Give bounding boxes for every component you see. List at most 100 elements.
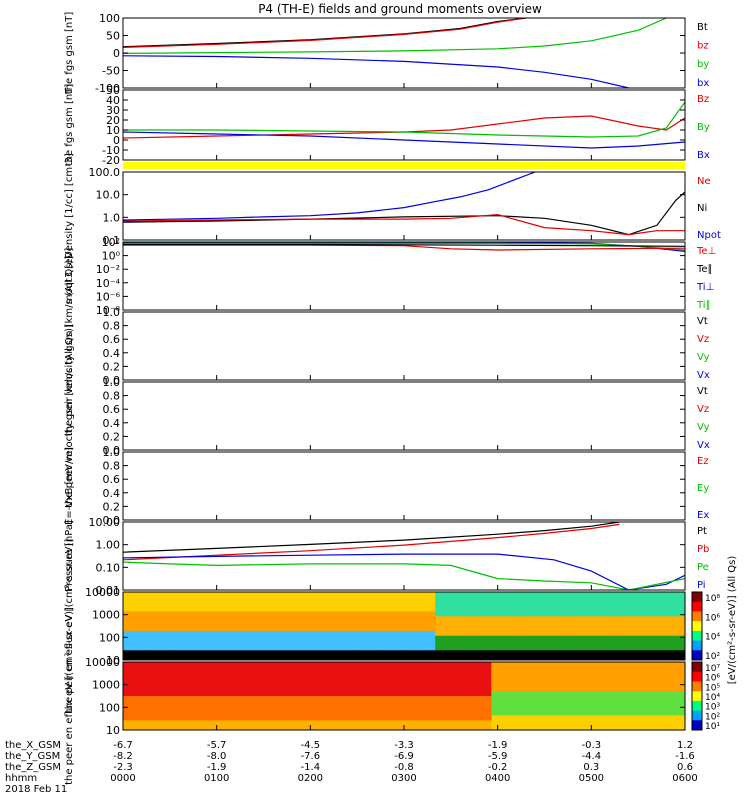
heatmap-cell	[316, 666, 324, 673]
heatmap-cell	[385, 715, 392, 721]
heatmap-cell	[566, 645, 574, 651]
heatmap-cell	[535, 655, 542, 661]
y-tick-label: 20	[106, 114, 120, 127]
heatmap-cell	[247, 710, 255, 716]
heatmap-cell	[547, 611, 555, 617]
heatmap-cell	[304, 686, 311, 692]
colorbar-tick-label: 10⁵	[705, 683, 720, 693]
heatmap-cell	[204, 606, 211, 612]
heatmap-cell	[185, 686, 193, 692]
heatmap-cell	[141, 715, 149, 721]
heatmap-cell	[197, 616, 205, 622]
heatmap-cell	[341, 611, 349, 617]
heatmap-cell	[329, 640, 336, 646]
heatmap-cell	[135, 601, 143, 608]
heatmap-cell	[572, 611, 580, 617]
heatmap-cell	[266, 616, 274, 622]
heatmap-cell	[653, 606, 661, 612]
heatmap-cell	[653, 655, 661, 661]
heatmap-cell	[516, 681, 524, 687]
heatmap-cell	[185, 681, 193, 687]
heatmap-cell	[210, 696, 218, 702]
heatmap-cell	[628, 640, 636, 646]
heatmap-cell	[572, 681, 580, 687]
heatmap-cell	[547, 681, 555, 687]
heatmap-cell	[335, 676, 342, 682]
heatmap-cell	[597, 691, 605, 697]
heatmap-cell	[235, 715, 243, 721]
heatmap-cell	[560, 700, 567, 707]
heatmap-cell	[285, 626, 293, 632]
heatmap-cell	[447, 705, 455, 712]
heatmap-cell	[603, 725, 611, 731]
colorbar-swatch	[692, 720, 702, 731]
heatmap-cell	[585, 645, 592, 651]
heatmap-cell	[635, 616, 642, 622]
y-tick-label: 10⁻⁸	[96, 304, 121, 317]
heatmap-cell	[354, 676, 361, 682]
heatmap-cell	[197, 700, 205, 707]
heatmap-cell	[141, 640, 149, 646]
heatmap-cell	[347, 640, 355, 646]
heatmap-cell	[585, 686, 592, 692]
x-row-value: -7.6	[301, 751, 321, 762]
heatmap-cell	[460, 700, 467, 707]
heatmap-cell	[247, 650, 255, 656]
heatmap-cell	[503, 621, 511, 627]
heatmap-cell	[148, 645, 155, 651]
heatmap-cell	[610, 662, 617, 668]
x-row-value: 0100	[204, 773, 229, 784]
heatmap-cell	[553, 645, 561, 651]
heatmap-cell	[385, 611, 392, 617]
heatmap-cell	[154, 592, 161, 598]
heatmap-cell	[441, 686, 449, 692]
heatmap-cell	[622, 655, 630, 661]
heatmap-cell	[285, 725, 293, 731]
heatmap-cell	[553, 592, 561, 598]
heatmap-cell	[191, 640, 199, 646]
heatmap-cell	[329, 710, 336, 716]
heatmap-cell	[329, 696, 336, 702]
heatmap-cell	[522, 635, 530, 642]
heatmap-cell	[522, 662, 530, 668]
heatmap-cell	[616, 655, 623, 661]
heatmap-cell	[678, 700, 686, 707]
heatmap-cell	[229, 662, 236, 668]
heatmap-cell	[366, 655, 374, 661]
heatmap-cell	[647, 725, 655, 731]
heatmap-cell	[372, 720, 380, 726]
heatmap-cell	[610, 691, 617, 697]
heatmap-cell	[585, 635, 592, 642]
heatmap-cell	[647, 640, 655, 646]
heatmap-cell	[416, 616, 424, 622]
heatmap-cell	[404, 596, 411, 603]
heatmap-cell	[272, 700, 280, 707]
heatmap-cell	[622, 611, 630, 617]
heatmap-cell	[247, 725, 255, 731]
heatmap-cell	[410, 626, 417, 632]
x-row-value: -8.2	[113, 751, 133, 762]
heatmap-cell	[322, 650, 330, 656]
heatmap-cell	[585, 596, 592, 603]
heatmap-cell	[472, 611, 480, 617]
heatmap-cell	[241, 630, 249, 637]
heatmap-cell	[454, 621, 461, 627]
heatmap-cell	[347, 601, 355, 608]
heatmap-cell	[316, 606, 324, 612]
heatmap-cell	[535, 621, 542, 627]
heatmap-cell	[603, 606, 611, 612]
x-row-value: -1.4	[301, 762, 321, 773]
heatmap-cell	[503, 705, 511, 712]
heatmap-cell	[366, 626, 374, 632]
heatmap-cell	[678, 596, 686, 603]
heatmap-cell	[247, 601, 255, 608]
heatmap-cell	[466, 650, 474, 656]
heatmap-cell	[497, 650, 505, 656]
heatmap-cell	[291, 715, 299, 721]
heatmap-cell	[216, 720, 224, 726]
heatmap-cell	[516, 666, 524, 673]
heatmap-cell	[628, 720, 636, 726]
heatmap-cell	[235, 645, 243, 651]
heatmap-cell	[447, 710, 455, 716]
